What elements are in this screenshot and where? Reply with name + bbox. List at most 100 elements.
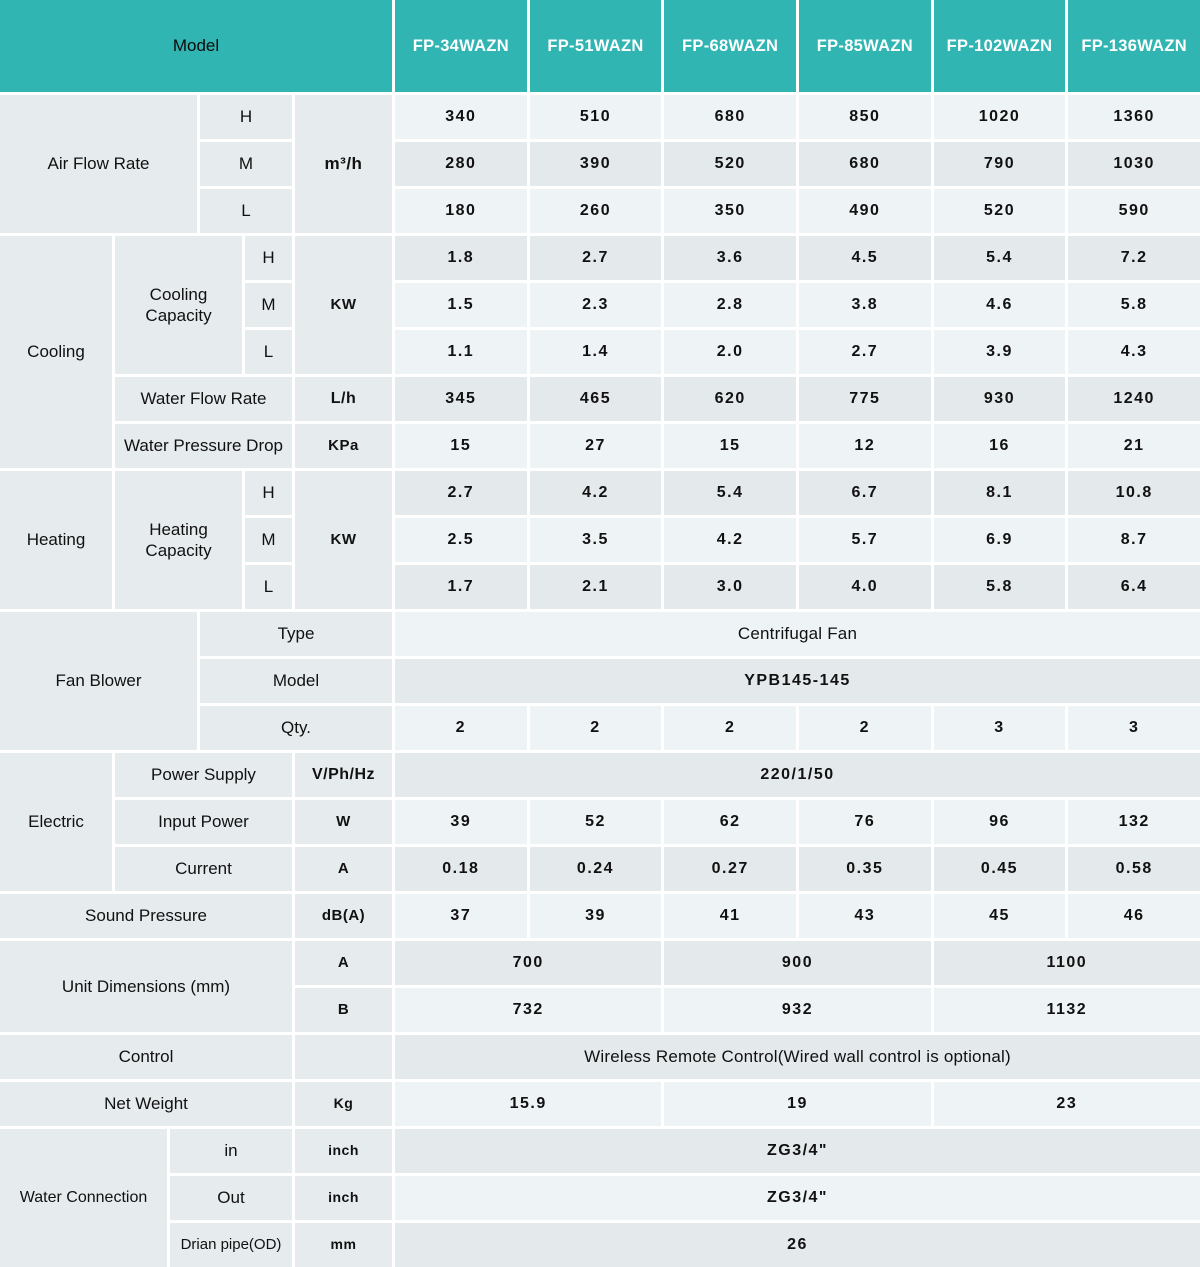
input-power-value: 39 <box>395 800 527 844</box>
current-value: 0.58 <box>1068 847 1200 891</box>
heating-m-value: 2.5 <box>395 518 527 562</box>
model-name: FP-85WAZN <box>799 0 931 92</box>
cooling-m-value: 5.8 <box>1068 283 1200 327</box>
heating-m-value: 5.7 <box>799 518 931 562</box>
level-l-label: L <box>245 565 292 609</box>
level-l-label: L <box>245 330 292 374</box>
cooling-capacity-label: Cooling Capacity <box>115 236 242 374</box>
heating-l-value: 5.8 <box>933 565 1066 609</box>
cooling-h-value: 3.6 <box>664 236 796 280</box>
sound-pressure-value: 37 <box>395 894 527 938</box>
pressure-drop-value: 16 <box>933 424 1066 468</box>
heating-l-value: 4.0 <box>799 565 931 609</box>
water-flow-value: 1240 <box>1068 377 1200 421</box>
water-flow-label: Water Flow Rate <box>115 377 292 421</box>
heating-capacity-label: Heating Capacity <box>115 471 242 609</box>
cooling-h-value: 4.5 <box>799 236 931 280</box>
model-name: FP-34WAZN <box>395 0 527 92</box>
dimension-b-value: 732 <box>395 988 662 1032</box>
water-flow-value: 930 <box>933 377 1066 421</box>
cooling-h-value: 7.2 <box>1068 236 1200 280</box>
current-unit: A <box>295 847 392 891</box>
water-out-unit: inch <box>295 1176 392 1220</box>
electric-label: Electric <box>0 753 112 891</box>
water-in-unit: inch <box>295 1129 392 1173</box>
airflow-m-value: 790 <box>933 142 1066 186</box>
level-h-label: H <box>245 236 292 280</box>
airflow-h-value: 1360 <box>1068 95 1200 139</box>
dimension-b-value: 932 <box>664 988 931 1032</box>
sound-pressure-value: 46 <box>1068 894 1200 938</box>
sound-pressure-value: 39 <box>529 894 662 938</box>
model-name: FP-102WAZN <box>933 0 1066 92</box>
cooling-m-value: 3.8 <box>799 283 931 327</box>
heating-h-value: 6.7 <box>799 471 931 515</box>
dimension-b-value: 1132 <box>933 988 1200 1032</box>
pressure-drop-value: 15 <box>664 424 796 468</box>
cooling-capacity-unit: KW <box>295 236 392 374</box>
input-power-value: 62 <box>664 800 796 844</box>
sound-pressure-value: 43 <box>799 894 931 938</box>
cooling-h-value: 1.8 <box>395 236 527 280</box>
level-h-label: H <box>200 95 292 139</box>
fan-model-label: Model <box>200 659 392 703</box>
cooling-h-value: 2.7 <box>529 236 662 280</box>
airflow-l-value: 590 <box>1068 189 1200 233</box>
airflow-h-value: 680 <box>664 95 796 139</box>
cooling-h-value: 5.4 <box>933 236 1066 280</box>
airflow-l-value: 520 <box>933 189 1066 233</box>
heating-l-value: 6.4 <box>1068 565 1200 609</box>
cooling-l-value: 2.0 <box>664 330 796 374</box>
heating-label: Heating <box>0 471 112 609</box>
airflow-h-value: 850 <box>799 95 931 139</box>
level-h-label: H <box>245 471 292 515</box>
water-out-label: Out <box>170 1176 292 1220</box>
model-name: FP-51WAZN <box>529 0 662 92</box>
pressure-drop-value: 21 <box>1068 424 1200 468</box>
heating-h-value: 10.8 <box>1068 471 1200 515</box>
airflow-m-value: 520 <box>664 142 796 186</box>
control-value: Wireless Remote Control(Wired wall contr… <box>395 1035 1200 1079</box>
airflow-l-value: 260 <box>529 189 662 233</box>
drain-pipe-label: Drian pipe(OD) <box>170 1223 292 1267</box>
cooling-label: Cooling <box>0 236 112 468</box>
heating-m-value: 4.2 <box>664 518 796 562</box>
input-power-unit: W <box>295 800 392 844</box>
heating-l-value: 1.7 <box>395 565 527 609</box>
fan-qty-value: 2 <box>664 706 796 750</box>
cooling-l-value: 3.9 <box>933 330 1066 374</box>
cooling-m-value: 4.6 <box>933 283 1066 327</box>
sound-pressure-value: 45 <box>933 894 1066 938</box>
current-value: 0.27 <box>664 847 796 891</box>
drain-pipe-value: 26 <box>395 1223 1200 1267</box>
water-connection-label: Water Connection <box>0 1129 167 1267</box>
input-power-value: 76 <box>799 800 931 844</box>
airflow-label: Air Flow Rate <box>0 95 197 233</box>
pressure-drop-unit: KPa <box>295 424 392 468</box>
level-l-label: L <box>200 189 292 233</box>
level-m-label: M <box>245 283 292 327</box>
current-value: 0.24 <box>529 847 662 891</box>
airflow-m-value: 680 <box>799 142 931 186</box>
net-weight-value: 23 <box>933 1082 1200 1126</box>
fan-type-label: Type <box>200 612 392 656</box>
model-name: FP-68WAZN <box>664 0 796 92</box>
input-power-value: 132 <box>1068 800 1200 844</box>
net-weight-unit: Kg <box>295 1082 392 1126</box>
heating-h-value: 5.4 <box>664 471 796 515</box>
control-label: Control <box>0 1035 292 1079</box>
dimension-a-label: A <box>295 941 392 985</box>
water-flow-value: 775 <box>799 377 931 421</box>
current-value: 0.45 <box>933 847 1066 891</box>
input-power-value: 52 <box>529 800 662 844</box>
cooling-m-value: 2.3 <box>529 283 662 327</box>
model-header-label: Model <box>0 0 392 92</box>
heating-capacity-unit: KW <box>295 471 392 609</box>
dimension-a-value: 900 <box>664 941 931 985</box>
heating-m-value: 8.7 <box>1068 518 1200 562</box>
heating-h-value: 2.7 <box>395 471 527 515</box>
heating-m-value: 3.5 <box>529 518 662 562</box>
water-out-value: ZG3/4" <box>395 1176 1200 1220</box>
airflow-m-value: 280 <box>395 142 527 186</box>
